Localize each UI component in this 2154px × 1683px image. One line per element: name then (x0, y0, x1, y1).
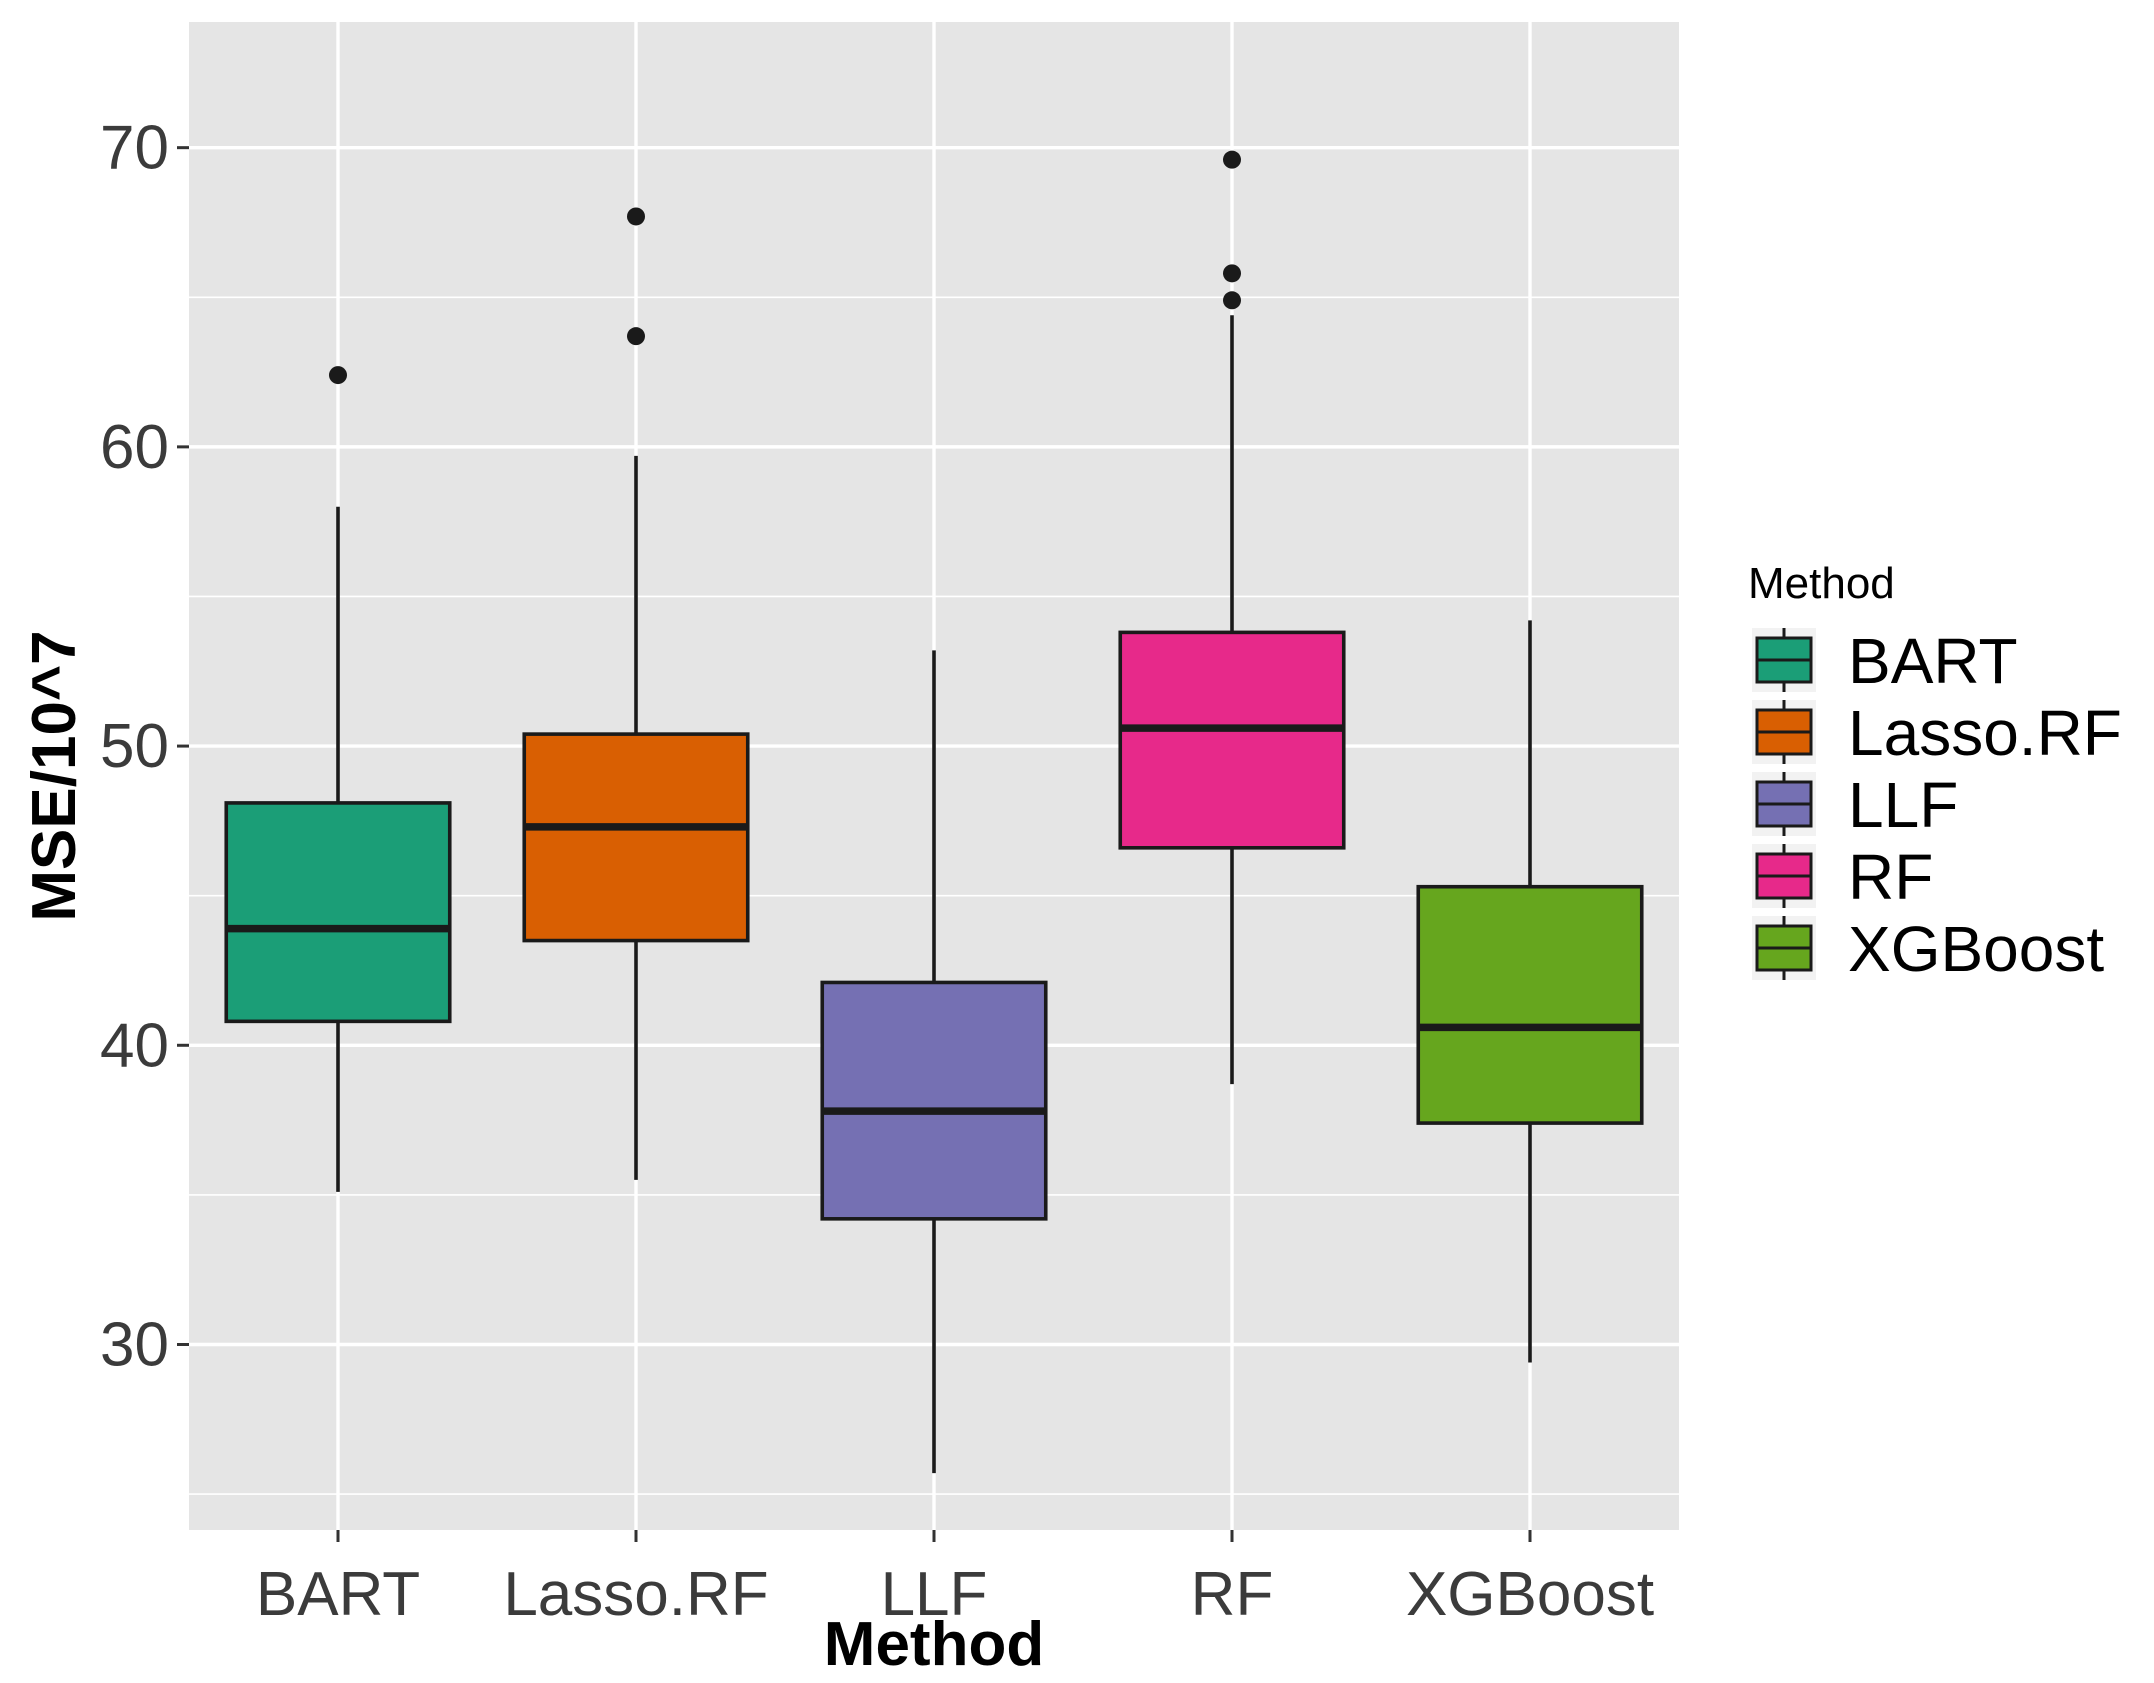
x-tick-label: BART (256, 1560, 420, 1629)
legend-label: Lasso.RF (1848, 697, 2122, 769)
x-tick-label: Lasso.RF (503, 1560, 768, 1629)
boxes (224, 150, 1644, 1474)
outlier-point (627, 327, 645, 346)
box-xgboost (1416, 620, 1644, 1363)
legend-label: RF (1848, 841, 1933, 913)
box-rf (1118, 150, 1346, 1085)
axes: 30 40 50 60 70 BART Lasso.RF LLF RF XGBoost (100, 114, 1654, 1629)
legend-item-lasso-rf: Lasso.RF (1752, 697, 2122, 769)
outlier-point (1223, 264, 1241, 283)
outlier-point (329, 366, 347, 385)
y-tick-label: 40 (100, 1011, 169, 1080)
outlier-point (1223, 291, 1241, 310)
legend-label: BART (1848, 625, 2018, 697)
box-body (1416, 884, 1644, 1125)
legend-title: Method (1748, 559, 1895, 608)
box-body (522, 732, 750, 943)
x-tick-label: LLF (881, 1560, 988, 1629)
box-body (820, 980, 1048, 1221)
box-bart (224, 366, 452, 1192)
x-axis-title: Method (824, 1610, 1044, 1679)
box-body (1118, 630, 1346, 850)
legend-label: XGBoost (1848, 913, 2104, 985)
legend-item-xgboost: XGBoost (1752, 913, 2104, 985)
y-tick-label: 60 (100, 413, 169, 482)
box-body (224, 801, 452, 1024)
x-tick-label: XGBoost (1406, 1560, 1654, 1629)
y-tick-label: 70 (100, 114, 169, 183)
legend-item-bart: BART (1752, 625, 2018, 697)
x-tick-label: RF (1191, 1560, 1274, 1629)
legend-label: LLF (1848, 769, 1958, 841)
legend-item-llf: LLF (1752, 769, 1958, 841)
box-llf (820, 650, 1048, 1474)
box-lasso-rf (522, 207, 750, 1180)
legend-item-rf: RF (1752, 841, 1933, 913)
outlier-point (627, 207, 645, 226)
y-tick-label: 50 (100, 712, 169, 781)
outlier-point (1223, 150, 1241, 169)
y-tick-label: 30 (100, 1310, 169, 1379)
y-axis-title: MSE/10^7 (20, 630, 89, 921)
